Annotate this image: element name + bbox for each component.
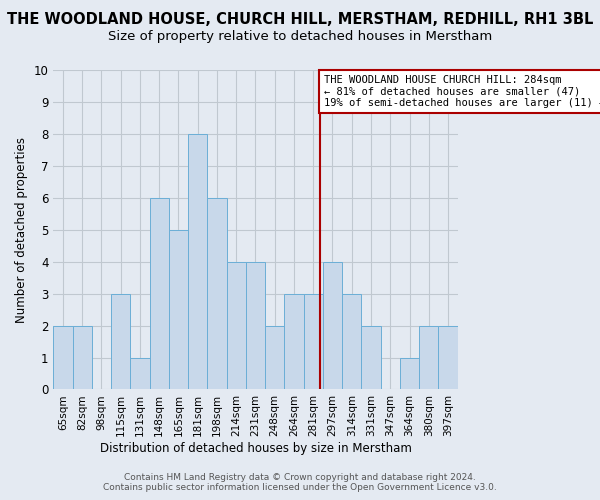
- Bar: [188, 134, 208, 390]
- Bar: [246, 262, 265, 390]
- Bar: [53, 326, 73, 390]
- Bar: [439, 326, 458, 390]
- Bar: [400, 358, 419, 390]
- Bar: [265, 326, 284, 390]
- Bar: [111, 294, 130, 390]
- Bar: [130, 358, 149, 390]
- Bar: [149, 198, 169, 390]
- Bar: [361, 326, 380, 390]
- X-axis label: Distribution of detached houses by size in Merstham: Distribution of detached houses by size …: [100, 442, 412, 455]
- Y-axis label: Number of detached properties: Number of detached properties: [15, 136, 28, 322]
- Bar: [323, 262, 342, 390]
- Bar: [419, 326, 439, 390]
- Bar: [169, 230, 188, 390]
- Bar: [227, 262, 246, 390]
- Bar: [304, 294, 323, 390]
- Bar: [342, 294, 361, 390]
- Bar: [208, 198, 227, 390]
- Text: THE WOODLAND HOUSE, CHURCH HILL, MERSTHAM, REDHILL, RH1 3BL: THE WOODLAND HOUSE, CHURCH HILL, MERSTHA…: [7, 12, 593, 28]
- Bar: [284, 294, 304, 390]
- Bar: [73, 326, 92, 390]
- Text: Contains HM Land Registry data © Crown copyright and database right 2024.
Contai: Contains HM Land Registry data © Crown c…: [103, 473, 497, 492]
- Text: Size of property relative to detached houses in Merstham: Size of property relative to detached ho…: [108, 30, 492, 43]
- Text: THE WOODLAND HOUSE CHURCH HILL: 284sqm
← 81% of detached houses are smaller (47): THE WOODLAND HOUSE CHURCH HILL: 284sqm ←…: [324, 75, 600, 108]
